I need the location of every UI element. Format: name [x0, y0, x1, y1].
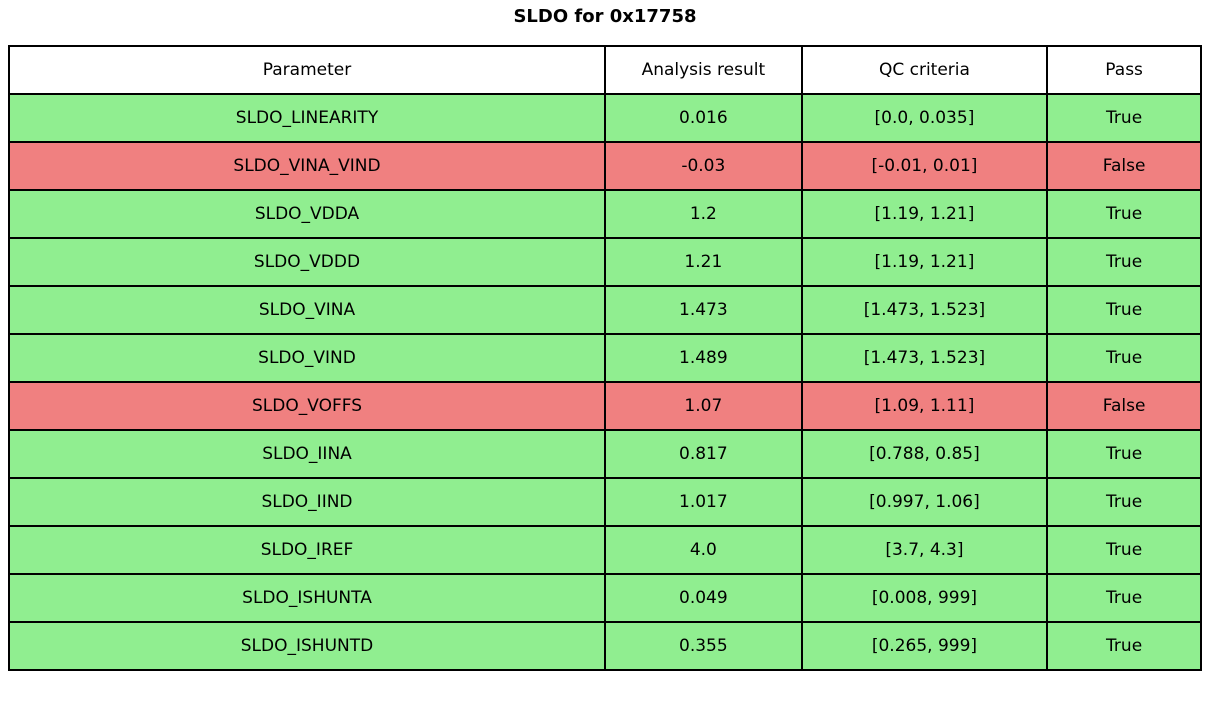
cell-criteria: [1.19, 1.21] — [800, 189, 1049, 239]
cell-result: 0.016 — [604, 93, 803, 143]
cell-pass: True — [1046, 93, 1202, 143]
table-row: SLDO_IREF 4.0 [3.7, 4.3] True — [8, 525, 1202, 575]
cell-result: -0.03 — [604, 141, 803, 191]
cell-pass: True — [1046, 333, 1202, 383]
cell-result: 1.473 — [604, 285, 803, 335]
table-row: SLDO_VINA 1.473 [1.473, 1.523] True — [8, 285, 1202, 335]
cell-criteria: [0.788, 0.85] — [800, 429, 1049, 479]
cell-parameter: SLDO_ISHUNTA — [8, 573, 606, 623]
table-row: SLDO_VDDD 1.21 [1.19, 1.21] True — [8, 237, 1202, 287]
cell-criteria: [0.008, 999] — [800, 573, 1049, 623]
cell-parameter: SLDO_VIND — [8, 333, 606, 383]
table-row: SLDO_VOFFS 1.07 [1.09, 1.11] False — [8, 381, 1202, 431]
cell-result: 1.21 — [604, 237, 803, 287]
cell-criteria: [0.265, 999] — [800, 621, 1049, 671]
cell-pass: False — [1046, 381, 1202, 431]
cell-result: 1.07 — [604, 381, 803, 431]
cell-parameter: SLDO_IREF — [8, 525, 606, 575]
cell-pass: True — [1046, 621, 1202, 671]
table-body: SLDO_LINEARITY 0.016 [0.0, 0.035] True SLDO_… — [8, 93, 1202, 671]
cell-result: 0.355 — [604, 621, 803, 671]
cell-criteria: [0.0, 0.035] — [800, 93, 1049, 143]
table-row: SLDO_IINA 0.817 [0.788, 0.85] True — [8, 429, 1202, 479]
cell-parameter: SLDO_LINEARITY — [8, 93, 606, 143]
cell-parameter: SLDO_IINA — [8, 429, 606, 479]
cell-parameter: SLDO_VOFFS — [8, 381, 606, 431]
column-header: Parameter — [8, 45, 606, 95]
cell-pass: True — [1046, 525, 1202, 575]
cell-pass: True — [1046, 237, 1202, 287]
cell-criteria: [1.473, 1.523] — [800, 285, 1049, 335]
cell-result: 1.017 — [604, 477, 803, 527]
table-row: SLDO_VINA_VIND -0.03 [-0.01, 0.01] False — [8, 141, 1202, 191]
table-row: SLDO_LINEARITY 0.016 [0.0, 0.035] True — [8, 93, 1202, 143]
page-title: SLDO for 0x17758 — [513, 6, 697, 27]
cell-pass: True — [1046, 189, 1202, 239]
table-row: SLDO_VDDA 1.2 [1.19, 1.21] True — [8, 189, 1202, 239]
cell-result: 1.2 — [604, 189, 803, 239]
column-header: Analysis result — [604, 45, 803, 95]
column-header: QC criteria — [800, 45, 1049, 95]
cell-criteria: [1.19, 1.21] — [800, 237, 1049, 287]
cell-pass: False — [1046, 141, 1202, 191]
cell-result: 4.0 — [604, 525, 803, 575]
cell-parameter: SLDO_VDDD — [8, 237, 606, 287]
table-row: SLDO_VIND 1.489 [1.473, 1.523] True — [8, 333, 1202, 383]
cell-parameter: SLDO_VDDA — [8, 189, 606, 239]
cell-criteria: [3.7, 4.3] — [800, 525, 1049, 575]
cell-parameter: SLDO_VINA_VIND — [8, 141, 606, 191]
table-row: SLDO_IIND 1.017 [0.997, 1.06] True — [8, 477, 1202, 527]
cell-result: 0.817 — [604, 429, 803, 479]
table-row: SLDO_ISHUNTA 0.049 [0.008, 999] True — [8, 573, 1202, 623]
column-header: Pass — [1046, 45, 1202, 95]
cell-result: 1.489 — [604, 333, 803, 383]
cell-criteria: [-0.01, 0.01] — [800, 141, 1049, 191]
cell-criteria: [1.09, 1.11] — [800, 381, 1049, 431]
cell-result: 0.049 — [604, 573, 803, 623]
cell-pass: True — [1046, 573, 1202, 623]
qc-results-table: Parameter Analysis result QC criteria Pass … — [8, 45, 1202, 671]
cell-pass: True — [1046, 429, 1202, 479]
cell-criteria: [0.997, 1.06] — [800, 477, 1049, 527]
cell-parameter: SLDO_IIND — [8, 477, 606, 527]
cell-parameter: SLDO_VINA — [8, 285, 606, 335]
cell-pass: True — [1046, 285, 1202, 335]
header-row: Parameter Analysis result QC criteria Pass — [8, 45, 1202, 95]
table-row: SLDO_ISHUNTD 0.355 [0.265, 999] True — [8, 621, 1202, 671]
cell-parameter: SLDO_ISHUNTD — [8, 621, 606, 671]
cell-pass: True — [1046, 477, 1202, 527]
cell-criteria: [1.473, 1.523] — [800, 333, 1049, 383]
